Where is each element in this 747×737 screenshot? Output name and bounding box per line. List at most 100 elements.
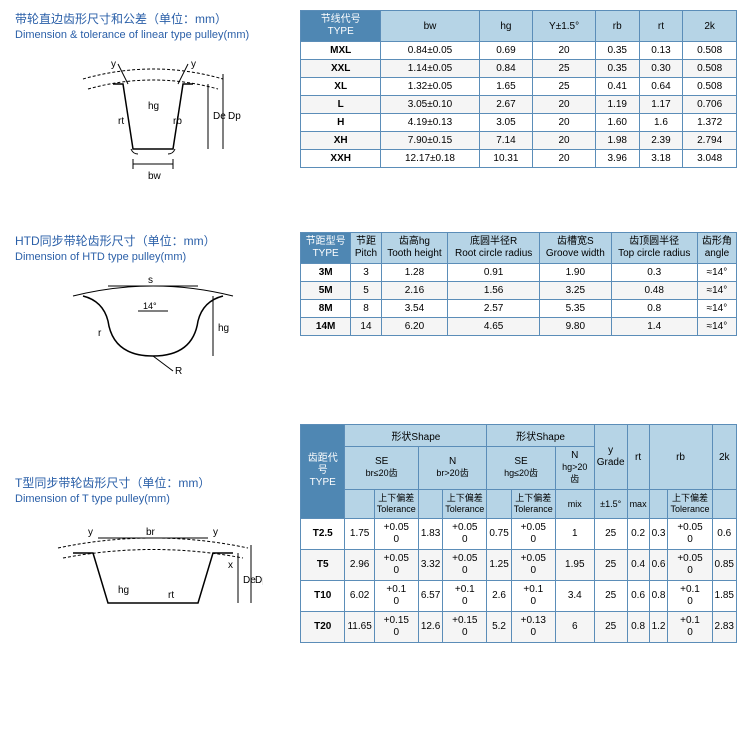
th: 底圆半径RRoot circle radius [448, 233, 540, 264]
section-linear: 带轮直边齿形尺寸和公差（单位：mm） Dimension & tolerance… [0, 0, 747, 192]
svg-text:hg: hg [148, 101, 159, 112]
cell: 2.794 [683, 132, 737, 150]
cell: 4.65 [448, 318, 540, 336]
table-row: XXL1.14±0.050.84250.350.300.508 [301, 60, 737, 78]
cell: 1 [555, 518, 594, 549]
table-t: 齿距代号TYPE 形状Shape 形状Shape yGrade rt rb 2k… [300, 424, 737, 643]
th: 齿顶圆半径Top circle radius [611, 233, 697, 264]
cell: +0.10 [668, 580, 712, 611]
cell: 2.6 [487, 580, 511, 611]
table-row: 14M146.204.659.801.4≈14° [301, 318, 737, 336]
cell: 1.75 [345, 518, 374, 549]
cell: 12.6 [418, 611, 442, 642]
cell: 0.85 [712, 549, 736, 580]
cell: ≈14° [697, 318, 736, 336]
cell: 3.32 [418, 549, 442, 580]
cell: 10.31 [479, 150, 533, 168]
th3-tol3: 上下偏差Tolerance [511, 490, 555, 519]
table-linear: 节线代号TYPE bw hg Y±1.5° rb rt 2k MXL0.84±0… [300, 10, 737, 168]
svg-text:y: y [88, 527, 93, 538]
cell: 1.4 [611, 318, 697, 336]
cell: 0.48 [611, 282, 697, 300]
table-row: MXL0.84±0.050.69200.350.130.508 [301, 42, 737, 60]
th3-tol2: 上下偏差Tolerance [443, 490, 487, 519]
table-row: T106.02+0.106.57+0.102.6+0.103.4250.60.8… [301, 580, 737, 611]
cell: 25 [594, 580, 627, 611]
cell: 1.14±0.05 [381, 60, 479, 78]
cell: +0.050 [443, 549, 487, 580]
cell: L [301, 96, 381, 114]
cell: 20 [533, 114, 596, 132]
th-bw: bw [381, 11, 479, 42]
cell: 3.05 [479, 114, 533, 132]
th3-type: 齿距代号TYPE [301, 425, 345, 519]
table-row: 5M52.161.563.250.48≈14° [301, 282, 737, 300]
svg-text:14°: 14° [143, 301, 157, 311]
cell: 9.80 [540, 318, 611, 336]
cell: +0.10 [511, 580, 555, 611]
cell: +0.150 [374, 611, 418, 642]
th3-2k: 2k [712, 425, 736, 490]
cell: 0.35 [595, 42, 639, 60]
cell: 5 [351, 282, 381, 300]
cell: 0.6 [627, 580, 649, 611]
svg-text:bw: bw [148, 171, 162, 182]
cell: 1.2 [649, 611, 668, 642]
th3-y: yGrade [594, 425, 627, 490]
cell: 2.39 [639, 132, 683, 150]
cell: 0.75 [487, 518, 511, 549]
th: 节距型号TYPE [301, 233, 351, 264]
cell: 1.6 [639, 114, 683, 132]
th3-blank2 [418, 490, 442, 519]
cell: XH [301, 132, 381, 150]
svg-text:x: x [228, 560, 233, 571]
cell: 3.18 [639, 150, 683, 168]
cell: 4.19±0.13 [381, 114, 479, 132]
cell: 0.706 [683, 96, 737, 114]
cell: 1.83 [418, 518, 442, 549]
cell: 0.3 [611, 264, 697, 282]
cell: 0.91 [448, 264, 540, 282]
th-hg: hg [479, 11, 533, 42]
section1-left: 带轮直边齿形尺寸和公差（单位：mm） Dimension & tolerance… [0, 0, 300, 192]
th3-pm: ±1.5° [594, 490, 627, 519]
cell: 7.14 [479, 132, 533, 150]
section1-right: 节线代号TYPE bw hg Y±1.5° rb rt 2k MXL0.84±0… [300, 0, 747, 168]
cell: 25 [594, 549, 627, 580]
cell: 0.8 [627, 611, 649, 642]
th3-se1: SEbr≤20齿 [345, 447, 418, 490]
cell: 1.372 [683, 114, 737, 132]
cell: 25 [533, 78, 596, 96]
cell: 1.17 [639, 96, 683, 114]
cell: 20 [533, 96, 596, 114]
cell: 3M [301, 264, 351, 282]
cell: 20 [533, 150, 596, 168]
section2-title-zh: HTD同步带轮齿形尺寸（单位：mm） [15, 232, 290, 249]
th3-rt: rt [627, 425, 649, 490]
cell: +0.10 [668, 611, 712, 642]
svg-text:Dp: Dp [255, 575, 263, 586]
cell: 25 [594, 611, 627, 642]
th-2k: 2k [683, 11, 737, 42]
svg-text:br: br [146, 527, 156, 538]
table-row: XL1.32±0.051.65250.410.640.508 [301, 78, 737, 96]
cell: 0.508 [683, 42, 737, 60]
cell: 0.13 [639, 42, 683, 60]
th3-shape2: 形状Shape [487, 425, 594, 447]
section3-right: 齿距代号TYPE 形状Shape 形状Shape yGrade rt rb 2k… [300, 414, 747, 643]
cell: MXL [301, 42, 381, 60]
cell: 14 [351, 318, 381, 336]
cell: 25 [594, 518, 627, 549]
cell: 1.19 [595, 96, 639, 114]
cell: 0.64 [639, 78, 683, 96]
cell: +0.050 [511, 549, 555, 580]
cell: 0.41 [595, 78, 639, 96]
th3-blank4 [649, 490, 668, 519]
cell: T20 [301, 611, 345, 642]
cell: 3.96 [595, 150, 639, 168]
cell: XXH [301, 150, 381, 168]
th3-max: max [627, 490, 649, 519]
th-y: Y±1.5° [533, 11, 596, 42]
section3-diagram: y br y hg rt x De Dp [15, 513, 290, 636]
cell: 0.8 [649, 580, 668, 611]
